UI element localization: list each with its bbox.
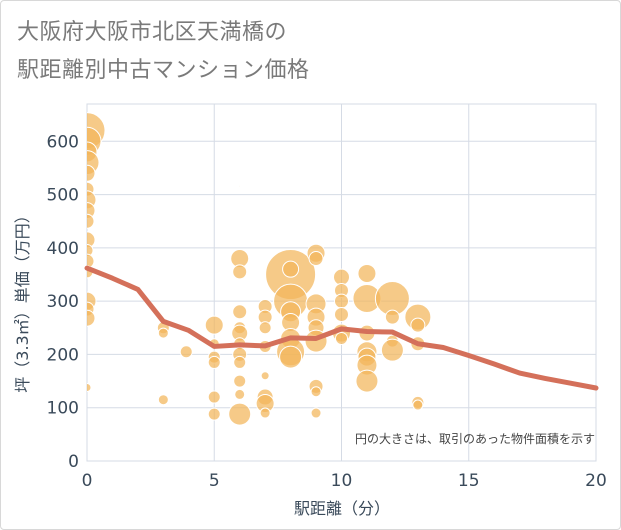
data-bubble (232, 264, 248, 280)
data-bubble (282, 260, 300, 278)
data-bubble (87, 164, 96, 182)
data-bubble (87, 382, 92, 392)
data-bubble (179, 345, 193, 359)
data-bubble (87, 213, 95, 229)
data-bubble (87, 231, 96, 249)
data-bubble (258, 321, 272, 335)
chart-title-line1: 大阪府大阪市北区天満橋の (17, 20, 288, 45)
data-bubble (357, 263, 377, 283)
data-bubble (157, 327, 169, 339)
x-tick-label: 20 (585, 471, 607, 491)
chart-title-line2: 駅距離別中古マンション価格 (17, 58, 310, 83)
data-bubble (334, 306, 349, 322)
x-axis-label: 駅距離（分） (294, 499, 390, 518)
data-bubble (380, 338, 404, 362)
x-tick-label: 5 (209, 471, 220, 491)
x-tick-label: 15 (458, 471, 480, 491)
average-price-line (84, 265, 599, 391)
data-bubble (234, 388, 246, 400)
y-tick-label: 300 (47, 292, 79, 312)
data-bubble (87, 244, 94, 258)
y-tick-label: 500 (47, 186, 79, 206)
data-bubble (308, 251, 324, 267)
data-bubble (259, 407, 271, 419)
x-tick-label: 10 (331, 471, 353, 491)
data-bubble (233, 374, 247, 388)
y-axis-label: 坪（3.3㎡）単価（万円） (13, 207, 32, 392)
data-bubble (204, 315, 224, 335)
data-bubble (355, 369, 379, 393)
y-tick-label: 0 (68, 452, 79, 472)
data-bubble (228, 402, 252, 426)
data-bubble (334, 293, 349, 309)
data-bubble (87, 309, 96, 327)
data-bubble (310, 407, 322, 419)
x-tick-label: 0 (82, 471, 93, 491)
data-bubble (238, 184, 241, 188)
data-bubble (279, 345, 303, 369)
data-bubble (335, 331, 348, 345)
data-bubble (410, 317, 426, 333)
data-bubble (207, 355, 221, 369)
data-bubble (310, 386, 322, 398)
y-tick-label: 100 (47, 399, 79, 419)
y-tick-label: 600 (47, 132, 79, 152)
data-bubble (384, 309, 400, 325)
bubble-size-note: 円の大きさは、取引のあった物件面積を示す (355, 431, 595, 446)
data-bubble (260, 371, 270, 381)
data-bubble (207, 407, 221, 421)
data-bubble (333, 268, 350, 286)
data-bubble (157, 394, 169, 406)
data-bubble (412, 399, 424, 411)
data-bubble (233, 355, 247, 369)
y-tick-label: 200 (47, 345, 79, 365)
y-tick-label: 400 (47, 239, 79, 259)
data-bubble (232, 304, 248, 320)
data-bubble (207, 390, 221, 404)
data-bubble (87, 253, 95, 269)
